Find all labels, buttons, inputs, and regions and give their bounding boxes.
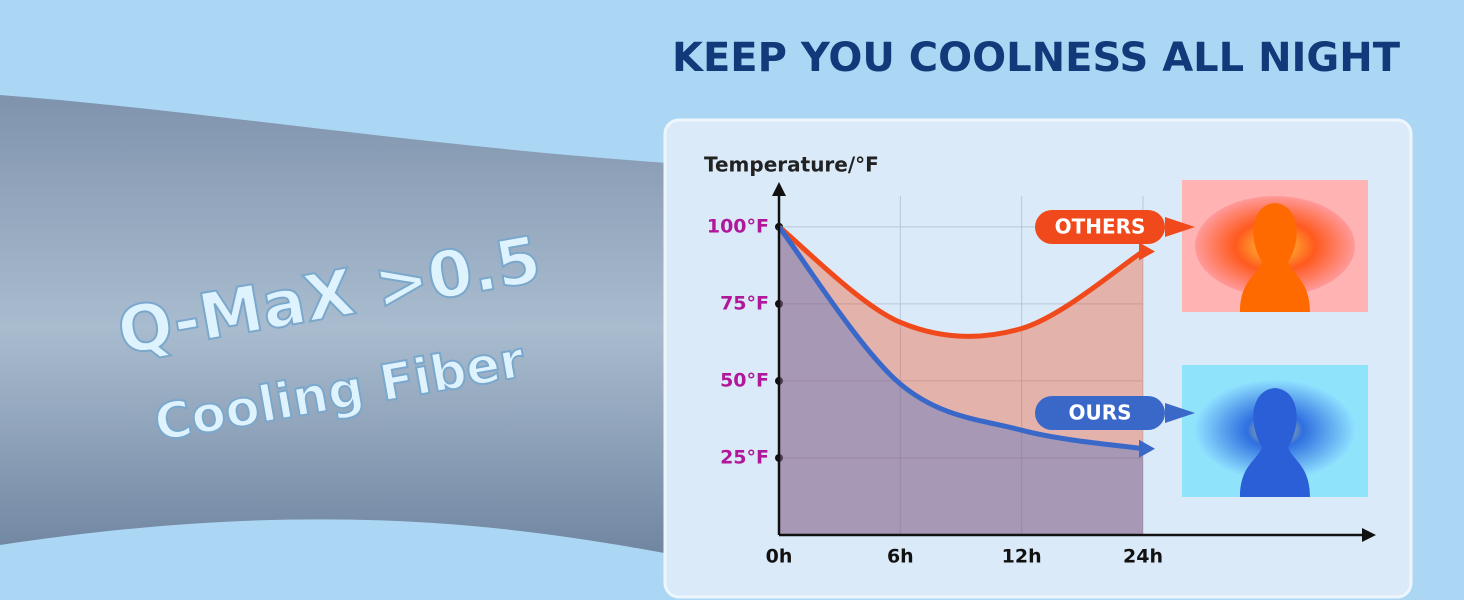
legend-pointer (1165, 217, 1195, 237)
legend-label: OTHERS (1055, 215, 1146, 239)
y-tick-label: 75°F (720, 292, 769, 314)
x-tick-label: 12h (1002, 546, 1042, 568)
head (1240, 203, 1310, 312)
x-tick-label: 0h (766, 546, 793, 568)
y-axis-arrow (772, 182, 786, 196)
legend-pointer (1165, 403, 1195, 423)
line (777, 225, 1144, 452)
legend-pill (1035, 210, 1165, 244)
chart-title: KEEP YOU COOLNESS ALL NIGHT (672, 35, 1401, 81)
line-arrow (1139, 439, 1155, 458)
fabric (0, 95, 700, 560)
y-tick-label: 50°F (720, 369, 769, 391)
y-tick-label: 100°F (707, 215, 769, 237)
x-tick-label: 24h (1123, 546, 1163, 568)
y-tick-label: 25°F (720, 446, 769, 468)
others-image (1182, 180, 1368, 312)
line (777, 224, 1145, 339)
area-fill (779, 226, 1143, 535)
head (1240, 388, 1310, 497)
x-tick-label: 6h (887, 546, 914, 568)
y-axis-label: Temperature/°F (704, 153, 879, 177)
legend-pill (1035, 396, 1165, 430)
area-fill (779, 226, 1143, 535)
x-axis-arrow (1362, 528, 1376, 542)
ours-image (1182, 365, 1368, 497)
legend-label: OURS (1068, 401, 1131, 425)
line-arrow (1139, 242, 1155, 261)
